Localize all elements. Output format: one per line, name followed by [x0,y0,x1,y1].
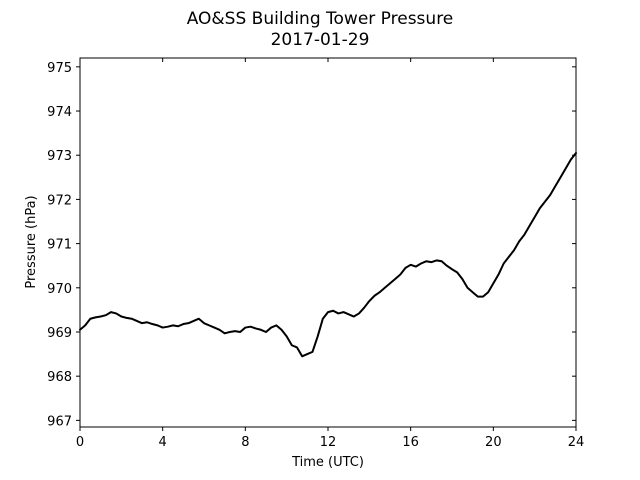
x-tick-label-6: 24 [568,435,585,450]
x-axis-ticks: 0 4 8 12 16 20 24 [76,58,584,450]
y-tick-label-6: 973 [47,149,72,164]
x-tick-label-5: 20 [485,435,502,450]
plot-frame [79,57,577,428]
x-tick-label-1: 4 [159,435,167,450]
x-tick-label-2: 8 [241,435,249,450]
y-tick-label-2: 969 [47,326,72,341]
x-tick-label-0: 0 [76,435,84,450]
y-tick-label-4: 971 [47,238,72,253]
y-axis-ticks: 967 968 969 970 971 972 973 974 975 [47,61,576,429]
y-tick-label-1: 968 [47,370,72,385]
y-tick-label-3: 970 [47,282,72,297]
pressure-series-line [79,152,577,358]
x-tick-label-3: 12 [320,435,337,450]
y-tick-label-7: 974 [47,105,72,120]
x-axis-label: Time (UTC) [291,455,364,470]
y-tick-label-8: 975 [47,61,72,76]
y-tick-label-0: 967 [47,414,72,429]
chart-title: AO&SS Building Tower Pressure [187,9,454,29]
y-tick-label-5: 972 [47,193,72,208]
y-axis-label: Pressure (hPa) [24,195,39,288]
x-tick-label-4: 16 [402,435,419,450]
chart-subtitle: 2017-01-29 [271,30,370,50]
